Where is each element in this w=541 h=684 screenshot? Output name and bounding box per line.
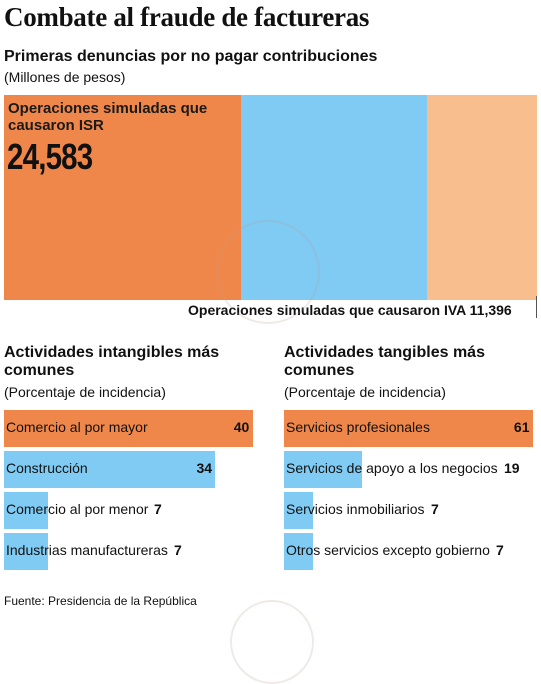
page-title: Combate al fraude de factureras: [4, 2, 370, 32]
intangible-bar-value: 7: [154, 501, 162, 517]
intangible-bar-label: Construcción: [6, 460, 88, 476]
tangible-bar-label: Otros servicios excepto gobierno: [286, 542, 490, 558]
tangible-bar: [284, 451, 362, 488]
tangible-bar: [284, 492, 313, 529]
left-bar-chart: Comercio al por mayor 40 Construcción 34 Com…: [4, 410, 259, 580]
right-panel-unit: (Porcentaje de incidencia): [284, 384, 446, 400]
watermark-ring: [216, 220, 320, 324]
chart-title: Primeras denuncias por no pagar contribu…: [4, 48, 378, 65]
iva-block: [427, 95, 537, 300]
tangible-bar-label: Servicios de apoyo a los negocios: [286, 460, 498, 476]
right-panel-title: Actividades tangibles más comunes: [284, 344, 485, 379]
right-bar-chart: Servicios profesionales 61 Servicios de ap…: [284, 410, 539, 580]
chart-unit: (Millones de pesos): [4, 69, 126, 85]
isr-block: [4, 95, 241, 300]
tangible-bar-label: Servicios inmobiliarios: [286, 501, 425, 517]
tangible-bar-value: 19: [504, 460, 520, 476]
tangible-bar: [284, 533, 313, 570]
intangible-bar: [4, 533, 48, 570]
left-panel-unit: (Porcentaje de incidencia): [4, 384, 166, 400]
intangible-bar-label: Comercio al por menor: [6, 501, 149, 517]
tangible-bar-value: 7: [496, 542, 504, 558]
iva-value: 11,396: [469, 302, 512, 318]
intangible-bar-label: Industrias manufactureras: [6, 542, 168, 558]
intangible-bar: [4, 451, 216, 488]
isr-value: 24,583: [7, 136, 93, 177]
watermark-ring-bottom: [230, 600, 314, 684]
iva-tick: [536, 296, 537, 318]
source-note: Fuente: Presidencia de la República: [4, 594, 197, 608]
tangible-bar-value: 61: [513, 419, 530, 435]
intangible-bar-value: 34: [196, 460, 213, 476]
intangible-bar: [4, 410, 253, 447]
intangible-bar-value: 40: [233, 419, 250, 435]
intangible-bar-label: Comercio al por mayor: [6, 419, 148, 435]
left-panel-title: Actividades intangibles más comunes: [4, 344, 220, 379]
tangible-bar-value: 7: [431, 501, 439, 517]
tangible-bar: [284, 410, 533, 447]
intangible-bar: [4, 492, 48, 529]
isr-label: Operaciones simuladas que causaron ISR: [8, 100, 208, 134]
tangible-bar-label: Servicios profesionales: [286, 419, 430, 435]
intangible-bar-value: 7: [174, 542, 182, 558]
